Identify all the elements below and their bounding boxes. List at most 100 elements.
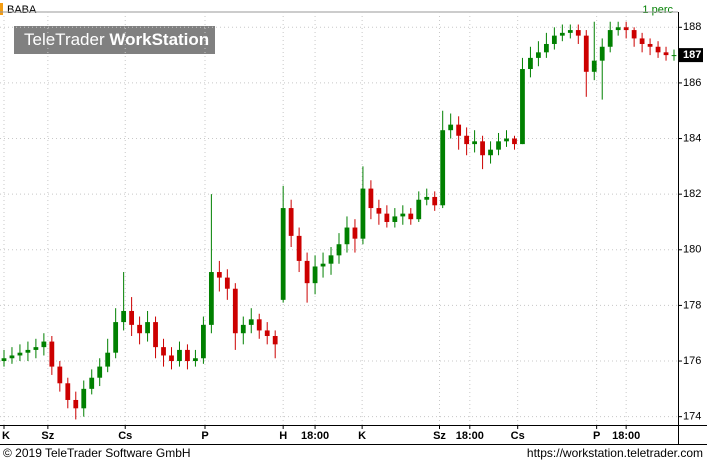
candle-body bbox=[288, 208, 294, 236]
y-tick-label: 184 bbox=[683, 132, 701, 144]
candle-body bbox=[272, 336, 278, 345]
candle-body bbox=[464, 135, 470, 145]
x-tick-label: Cs bbox=[118, 430, 132, 442]
candle-body bbox=[328, 255, 334, 264]
candle-body bbox=[145, 322, 150, 334]
candle-body bbox=[97, 366, 103, 378]
candle-body bbox=[33, 347, 39, 350]
candle-body bbox=[400, 213, 406, 217]
x-tick-label: H bbox=[279, 430, 287, 442]
candle-body bbox=[392, 216, 398, 222]
candle-body bbox=[89, 377, 95, 389]
x-tick-label: Sz bbox=[41, 430, 54, 442]
candle-body bbox=[440, 130, 446, 206]
y-tick-label: 182 bbox=[683, 188, 701, 200]
interval: 1 perc bbox=[642, 4, 673, 16]
footer-left: © 2019 TeleTrader Software GmbH bbox=[3, 446, 191, 460]
candle-body bbox=[543, 43, 549, 53]
candle-body bbox=[631, 30, 637, 39]
x-tick-label: K bbox=[2, 430, 10, 442]
candle-body bbox=[81, 388, 87, 409]
candle-body bbox=[193, 358, 198, 362]
candle-body bbox=[264, 330, 270, 337]
candle-body bbox=[520, 69, 525, 145]
candle-body bbox=[472, 141, 477, 145]
candle-body bbox=[256, 319, 262, 331]
candle-body bbox=[416, 199, 422, 220]
watermark-part: WorkStation bbox=[109, 30, 209, 49]
candle-body bbox=[312, 266, 318, 284]
candle-body bbox=[216, 272, 222, 278]
candle-body bbox=[424, 196, 430, 200]
candle-body bbox=[575, 30, 581, 36]
candle-body bbox=[655, 46, 661, 53]
candle-body bbox=[384, 213, 390, 222]
x-tick-label: Cs bbox=[511, 430, 525, 442]
x-tick-label: 18:00 bbox=[301, 430, 329, 442]
candle-body bbox=[137, 324, 142, 334]
candle-body bbox=[599, 46, 605, 61]
candle-body bbox=[360, 188, 366, 239]
candle-body bbox=[248, 319, 254, 325]
candle-body bbox=[232, 288, 238, 334]
candle-body bbox=[591, 60, 597, 72]
candle-body bbox=[65, 383, 71, 400]
candle-body bbox=[17, 352, 23, 356]
candle-body bbox=[528, 57, 533, 70]
candle-body bbox=[129, 310, 135, 325]
candle-body bbox=[536, 52, 541, 58]
y-tick-label: 186 bbox=[683, 77, 701, 89]
candle-body bbox=[304, 260, 310, 284]
candle-body bbox=[185, 349, 190, 362]
candle-body bbox=[57, 366, 63, 384]
candle-body bbox=[551, 35, 557, 44]
last-value-label: 187 bbox=[683, 49, 701, 61]
candle-body bbox=[671, 55, 677, 57]
symbol-marker bbox=[0, 3, 3, 15]
watermark-part: TeleTrader bbox=[24, 30, 105, 49]
candle-body bbox=[368, 188, 374, 209]
y-tick-label: 188 bbox=[683, 21, 701, 33]
candle-body bbox=[480, 141, 485, 156]
x-tick-label: P bbox=[201, 430, 208, 442]
candle-body bbox=[432, 196, 438, 206]
x-tick-label: Sz bbox=[433, 430, 446, 442]
candle-body bbox=[177, 349, 182, 362]
candle-body bbox=[41, 341, 47, 348]
watermark: TeleTrader WorkStation bbox=[24, 30, 209, 49]
x-tick-label: 18:00 bbox=[456, 430, 484, 442]
candle-body bbox=[639, 38, 645, 44]
candle-body bbox=[352, 227, 358, 239]
symbol: BABA bbox=[7, 4, 37, 16]
candle-body bbox=[208, 272, 214, 325]
x-tick-label: K bbox=[358, 430, 366, 442]
candle-body bbox=[647, 43, 653, 47]
candle-body bbox=[224, 277, 230, 289]
candle-body bbox=[376, 208, 382, 214]
x-tick-label: P bbox=[593, 430, 600, 442]
candle-body bbox=[583, 35, 589, 72]
candle-body bbox=[296, 235, 302, 261]
candle-body bbox=[663, 52, 669, 56]
candle-body bbox=[201, 324, 206, 359]
candle-body bbox=[153, 322, 158, 348]
candle-body bbox=[512, 138, 517, 145]
candle-body bbox=[280, 208, 286, 300]
candle-body bbox=[488, 149, 493, 156]
candle-body bbox=[113, 322, 119, 353]
candle-body bbox=[448, 124, 454, 131]
y-tick-label: 178 bbox=[683, 299, 701, 311]
y-tick-label: 176 bbox=[683, 355, 701, 367]
candle-body bbox=[121, 310, 127, 323]
x-tick-label: 18:00 bbox=[612, 430, 640, 442]
candle-body bbox=[73, 399, 79, 409]
candle-body bbox=[615, 27, 621, 31]
candle-body bbox=[504, 138, 509, 142]
candle-body bbox=[240, 324, 246, 334]
last-value-box bbox=[679, 48, 703, 63]
candle-body bbox=[161, 347, 166, 356]
candle-body bbox=[169, 355, 174, 362]
candle-body bbox=[344, 227, 350, 245]
